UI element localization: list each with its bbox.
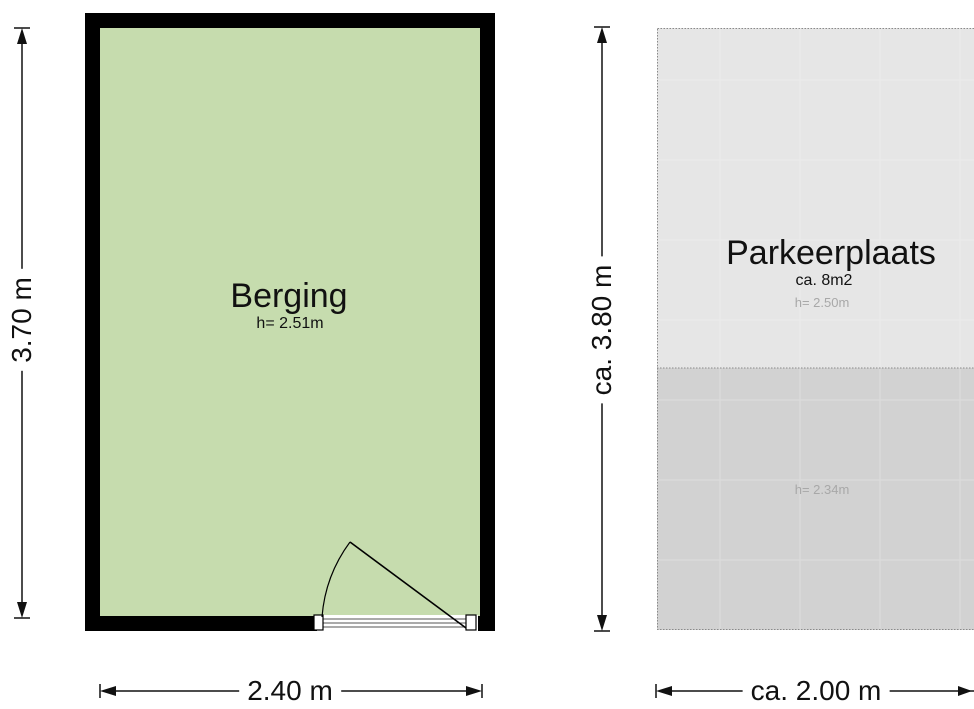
parking-height-dimension-label: ca. 3.80 m: [586, 256, 617, 404]
parkeerplaats-room-name: Parkeerplaats: [726, 234, 936, 272]
berging-width-dimension-label: 2.40 m: [239, 677, 341, 705]
berging-room: [85, 13, 495, 631]
parkeerplaats-area: [657, 28, 974, 630]
berging-room-name: Berging: [230, 277, 348, 315]
berging-floor: [100, 28, 480, 616]
berging-height-dimension-label: 3.70 m: [6, 269, 37, 371]
parkeerplaats-height-lower: h= 2.34m: [794, 482, 850, 497]
parkeerplaats-area-label: ca. 8m2: [795, 272, 853, 289]
berging-room-height: h= 2.51m: [256, 315, 324, 332]
parking-width-dimension-label: ca. 2.00 m: [742, 677, 890, 705]
parking-outline: [657, 28, 974, 630]
door-jamb-right: [465, 614, 477, 631]
door-leaf: [349, 541, 467, 629]
door-jamb-left: [313, 614, 324, 631]
parkeerplaats-height-upper: h= 2.50m: [794, 295, 850, 310]
door-swing-arc: [321, 541, 351, 618]
